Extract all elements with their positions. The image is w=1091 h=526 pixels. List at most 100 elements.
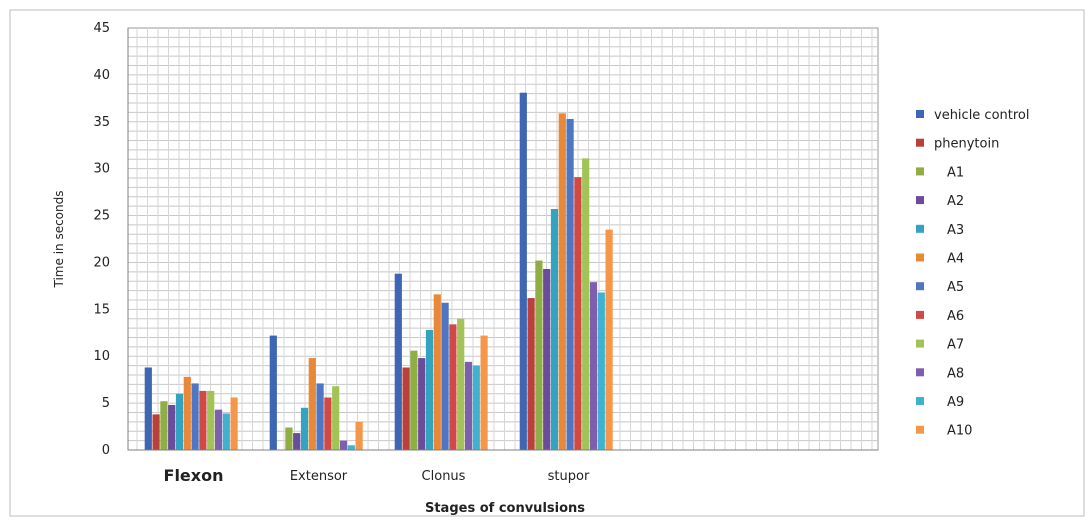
bar-a6-flexon [199,390,207,450]
legend-swatch [916,253,924,262]
legend-label: A1 [947,165,964,180]
bar-a8-flexon [214,409,223,450]
bar-a8-clonus [464,361,473,450]
bar-a4-clonus [433,294,441,450]
legend-item: A7 [916,338,964,353]
bar-a4-extensor [308,358,316,450]
x-tick-label: Flexon [164,466,224,485]
legend-label: vehicle control [934,108,1030,123]
bar-a3-stupor [550,208,559,450]
legend-swatch [916,339,924,348]
y-tick-label: 45 [93,21,110,36]
bar-a10-extensor [355,421,363,450]
bar-a9-clonus [472,365,480,450]
legend-swatch [916,196,924,205]
legend-swatch [916,310,924,319]
legend-swatch [916,224,924,233]
bar-a3-extensor [300,407,309,450]
gridlines [128,28,878,450]
bar-a10-flexon [230,397,238,450]
bar-a10-stupor [605,229,613,450]
x-tick-label: Clonus [422,469,466,484]
y-tick-label: 35 [93,115,110,130]
legend-label: A10 [947,424,972,439]
bar-a9-flexon [222,413,230,450]
bar-a4-flexon [183,376,191,450]
legend-item: A5 [916,280,964,295]
legend-item: A3 [916,223,964,238]
bar-a4-stupor [558,113,566,451]
bar-a9-extensor [347,445,355,450]
y-tick-label: 30 [93,162,110,177]
legend-swatch [916,138,924,147]
legend-item: A4 [916,252,964,267]
bar-a7-stupor [582,158,590,450]
y-axis-title: Time in seconds [52,191,66,289]
bar-a2-extensor [293,433,301,450]
plot-area [127,27,879,451]
legend-item: A10 [916,424,972,439]
bar-a3-flexon [175,393,184,450]
legend-label: A9 [947,395,964,410]
bar-a5-stupor [566,118,574,450]
bar-a6-stupor [574,177,582,450]
bar-group-clonus [394,273,488,450]
bar-a2-clonus [418,358,426,450]
bar-a10-clonus [480,335,488,450]
bar-a7-extensor [332,386,340,450]
legend-item: A9 [916,395,964,410]
y-tick-label: 25 [93,209,110,224]
x-axis-categories: Flexon Extensor Clonus stupor [164,466,590,485]
bar-a6-clonus [449,324,457,450]
y-tick-label: 20 [93,255,110,270]
legend-item: A8 [916,366,964,381]
legend-label: A3 [947,223,964,238]
y-tick-label: 40 [93,68,110,83]
bar-vehicle-control-clonus [394,273,402,450]
legend: vehicle control phenytoin A1 A2 A3 A4 A5 A6 A7 A8… [916,108,1030,439]
bar-vehicle-control-stupor [519,92,527,450]
x-tick-label: Extensor [290,469,348,484]
bar-group-stupor [519,92,613,451]
legend-item: A1 [916,165,964,180]
legend-swatch [916,397,924,405]
legend-swatch [916,282,924,291]
bar-a1-clonus [410,350,418,450]
legend-item: phenytoin [916,137,999,152]
bar-a1-extensor [285,427,293,450]
y-tick-label: 15 [93,302,110,317]
legend-label: A2 [947,194,964,209]
bar-group-extensor [269,335,363,450]
legend-label: A5 [947,280,964,295]
bar-a2-stupor [543,269,551,450]
bar-vehicle-control-flexon [144,367,152,450]
bars [144,92,613,451]
bar-phenytoin-flexon [152,414,160,450]
x-tick-label: stupor [548,469,590,484]
bar-a1-stupor [535,260,543,450]
bar-a5-clonus [441,302,449,450]
legend-label: A4 [947,252,964,267]
y-tick-label: 10 [93,349,110,364]
y-axis-ticks: 0 5 10 15 20 25 30 35 40 45 [93,21,110,458]
bar-a5-flexon [191,383,199,450]
bar-a5-extensor [316,383,324,450]
legend-swatch [916,167,924,176]
y-tick-label: 5 [102,396,110,411]
bar-group-flexon [144,367,238,450]
x-axis-title: Stages of convulsions [425,501,585,516]
legend-label: A6 [947,309,964,324]
legend-swatch [916,368,924,377]
bar-a6-extensor [324,397,332,450]
bar-a9-stupor [597,292,605,450]
legend-item: vehicle control [916,108,1030,123]
bar-a7-flexon [207,390,215,450]
bar-a8-stupor [589,282,598,450]
legend-label: A8 [947,366,964,381]
bar-a1-flexon [160,401,168,450]
plot-background [127,27,879,451]
y-tick-label: 0 [102,443,110,458]
bar-phenytoin-clonus [402,367,410,450]
